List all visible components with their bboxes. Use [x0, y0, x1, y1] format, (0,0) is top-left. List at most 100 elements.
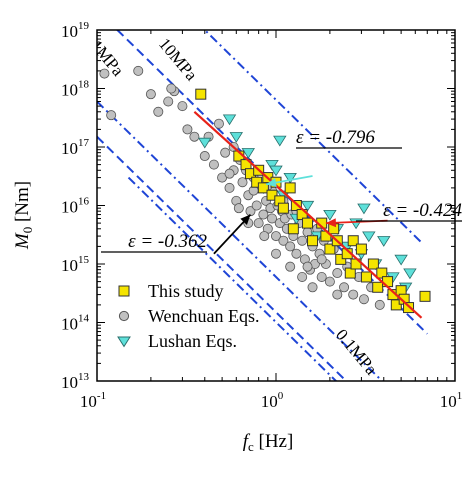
point-lushan-eqs-21	[394, 254, 408, 266]
x-tick-label-2: 101	[440, 390, 463, 411]
point-wenchuan-eqs-20	[237, 177, 248, 188]
point-wenchuan-eqs-84	[332, 289, 343, 300]
point-wenchuan-eqs-59	[339, 282, 350, 293]
annotation-label-1: ε = -0.424	[383, 200, 462, 221]
point-wenchuan-eqs-39	[285, 241, 296, 252]
stress-line-4	[127, 176, 338, 381]
stress-label-0: 10MPa	[155, 34, 201, 84]
point-wenchuan-eqs-32	[270, 231, 281, 242]
point-this-study13	[290, 200, 302, 211]
x-tick-label-1: 100	[261, 390, 284, 411]
point-wenchuan-eqs-16	[224, 182, 235, 193]
point-wenchuan-eqs-13	[208, 159, 219, 170]
point-this-study20	[324, 243, 336, 255]
point-wenchuan-eqs-4	[153, 106, 164, 117]
point-wenchuan-eqs-57	[332, 268, 343, 279]
point-wenchuan-eqs-76	[307, 282, 318, 293]
y-tick-label-3: 1016	[61, 196, 90, 217]
point-this-study4	[251, 176, 263, 188]
point-lushan-eqs-24	[273, 135, 287, 147]
point-this-study29	[360, 271, 372, 283]
point-wenchuan-eqs-36	[278, 235, 289, 246]
point-lushan-eqs-2	[229, 132, 244, 143]
y-tick-label-1: 1014	[61, 313, 90, 334]
point-wenchuan-eqs-63	[358, 294, 369, 305]
legend-label-0: This study	[148, 281, 224, 301]
point-wenchuan-eqs-77	[224, 168, 235, 179]
point-wenchuan-eqs-52	[316, 271, 327, 282]
fit-long	[311, 217, 423, 319]
point-lushan-eqs-8	[283, 172, 297, 184]
point-this-study38	[403, 302, 415, 314]
point-wenchuan-eqs-15	[220, 147, 231, 158]
point-lushan-eqs-17	[362, 231, 376, 243]
point-wenchuan-eqs-31	[267, 213, 278, 224]
point-wenchuan-eqs-78	[233, 203, 244, 214]
y-tick-label-4: 1017	[61, 137, 90, 158]
point-wenchuan-eqs-24	[251, 200, 262, 211]
legend-marker-0	[118, 285, 130, 297]
point-this-study12	[284, 182, 296, 194]
point-lushan-eqs-1	[222, 114, 237, 126]
x-axis-title: fc [Hz]	[243, 431, 294, 454]
legend-label-1: Wenchuan Eqs.	[148, 306, 260, 326]
y-axis-title: M0 [Nm]	[12, 181, 35, 250]
point-wenchuan-eqs-9	[189, 131, 200, 142]
point-wenchuan-eqs-3	[145, 89, 156, 100]
point-wenchuan-eqs-10	[166, 83, 177, 94]
point-wenchuan-eqs-0	[99, 68, 110, 79]
stress-line-3	[97, 135, 348, 381]
point-this-study30	[367, 258, 379, 270]
fit-short	[193, 110, 314, 220]
point-lushan-eqs-5	[265, 160, 279, 171]
point-lushan-eqs-0	[198, 137, 212, 149]
annotation-arrowhead-2	[240, 214, 251, 225]
point-this-study25	[344, 267, 356, 279]
point-wenchuan-eqs-11	[199, 151, 210, 162]
point-lushan-eqs-10	[300, 200, 315, 212]
annotation-arrowhead-1	[325, 218, 337, 228]
point-wenchuan-eqs-82	[302, 261, 313, 272]
point-wenchuan-eqs-27	[258, 209, 269, 220]
point-wenchuan-eqs-65	[374, 299, 385, 310]
point-this-study11	[277, 202, 289, 214]
point-wenchuan-eqs-2	[133, 65, 144, 76]
point-this-study26	[347, 235, 359, 247]
stress-line-2	[97, 100, 384, 381]
point-lushan-eqs-19	[377, 236, 391, 247]
point-wenchuan-eqs-75	[297, 271, 308, 282]
point-this-study16	[302, 217, 314, 229]
point-wenchuan-eqs-42	[291, 248, 302, 259]
point-wenchuan-eqs-8	[182, 124, 193, 135]
point-wenchuan-eqs-44	[297, 235, 308, 246]
point-wenchuan-eqs-55	[324, 276, 335, 287]
x-tick-label-0: 10-1	[80, 390, 106, 411]
y-tick-label-6: 1019	[61, 20, 90, 41]
legend-marker-2	[117, 336, 131, 348]
point-wenchuan-eqs-83	[316, 254, 327, 265]
point-lushan-eqs-6	[269, 165, 283, 177]
point-lushan-eqs-15	[349, 218, 363, 230]
point-wenchuan-eqs-25	[253, 218, 264, 229]
point-this-study14	[287, 223, 299, 235]
point-wenchuan-eqs-5	[163, 96, 174, 107]
point-lushan-eqs-12	[323, 209, 337, 221]
legend-marker-1	[118, 310, 130, 322]
point-wenchuan-eqs-61	[348, 289, 359, 300]
annotation-arrowhead-0	[266, 178, 277, 187]
point-this-study39	[419, 290, 431, 302]
point-this-study32	[376, 267, 388, 279]
point-lushan-eqs-25	[357, 203, 371, 215]
point-this-study0	[195, 88, 207, 100]
legend-label-2: Lushan Eqs.	[148, 331, 237, 351]
point-this-study17	[307, 235, 319, 247]
y-tick-label-0: 1013	[61, 371, 90, 392]
y-tick-label-5: 1018	[61, 79, 90, 100]
point-wenchuan-eqs-74	[285, 261, 296, 272]
point-lushan-eqs-3	[241, 148, 255, 159]
y-tick-label-2: 1015	[61, 254, 90, 275]
annotation-label-2: ε = -0.362	[128, 231, 207, 252]
point-wenchuan-eqs-72	[259, 231, 270, 242]
point-this-study23	[335, 253, 347, 265]
